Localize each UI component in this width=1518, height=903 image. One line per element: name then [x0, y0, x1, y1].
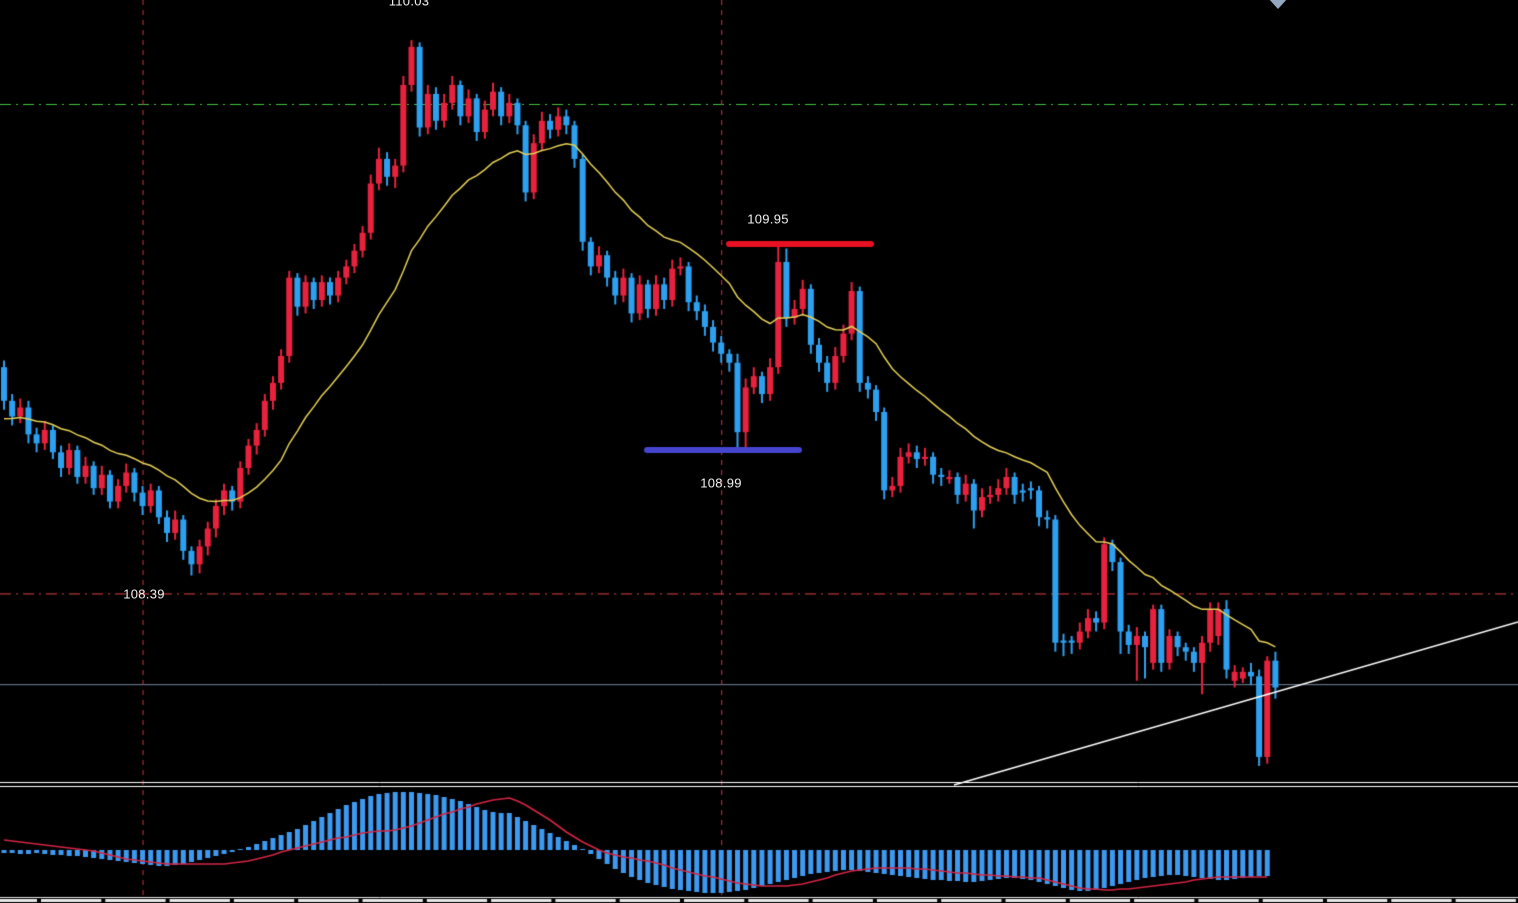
level-price-label: 108.39	[123, 586, 165, 602]
cut-off-price-label: 110.03	[388, 0, 430, 9]
chart-shift-marker-icon[interactable]	[1268, 0, 1288, 9]
resistance-price-label: 109.95	[747, 211, 789, 227]
support-price-label: 108.99	[700, 475, 742, 491]
